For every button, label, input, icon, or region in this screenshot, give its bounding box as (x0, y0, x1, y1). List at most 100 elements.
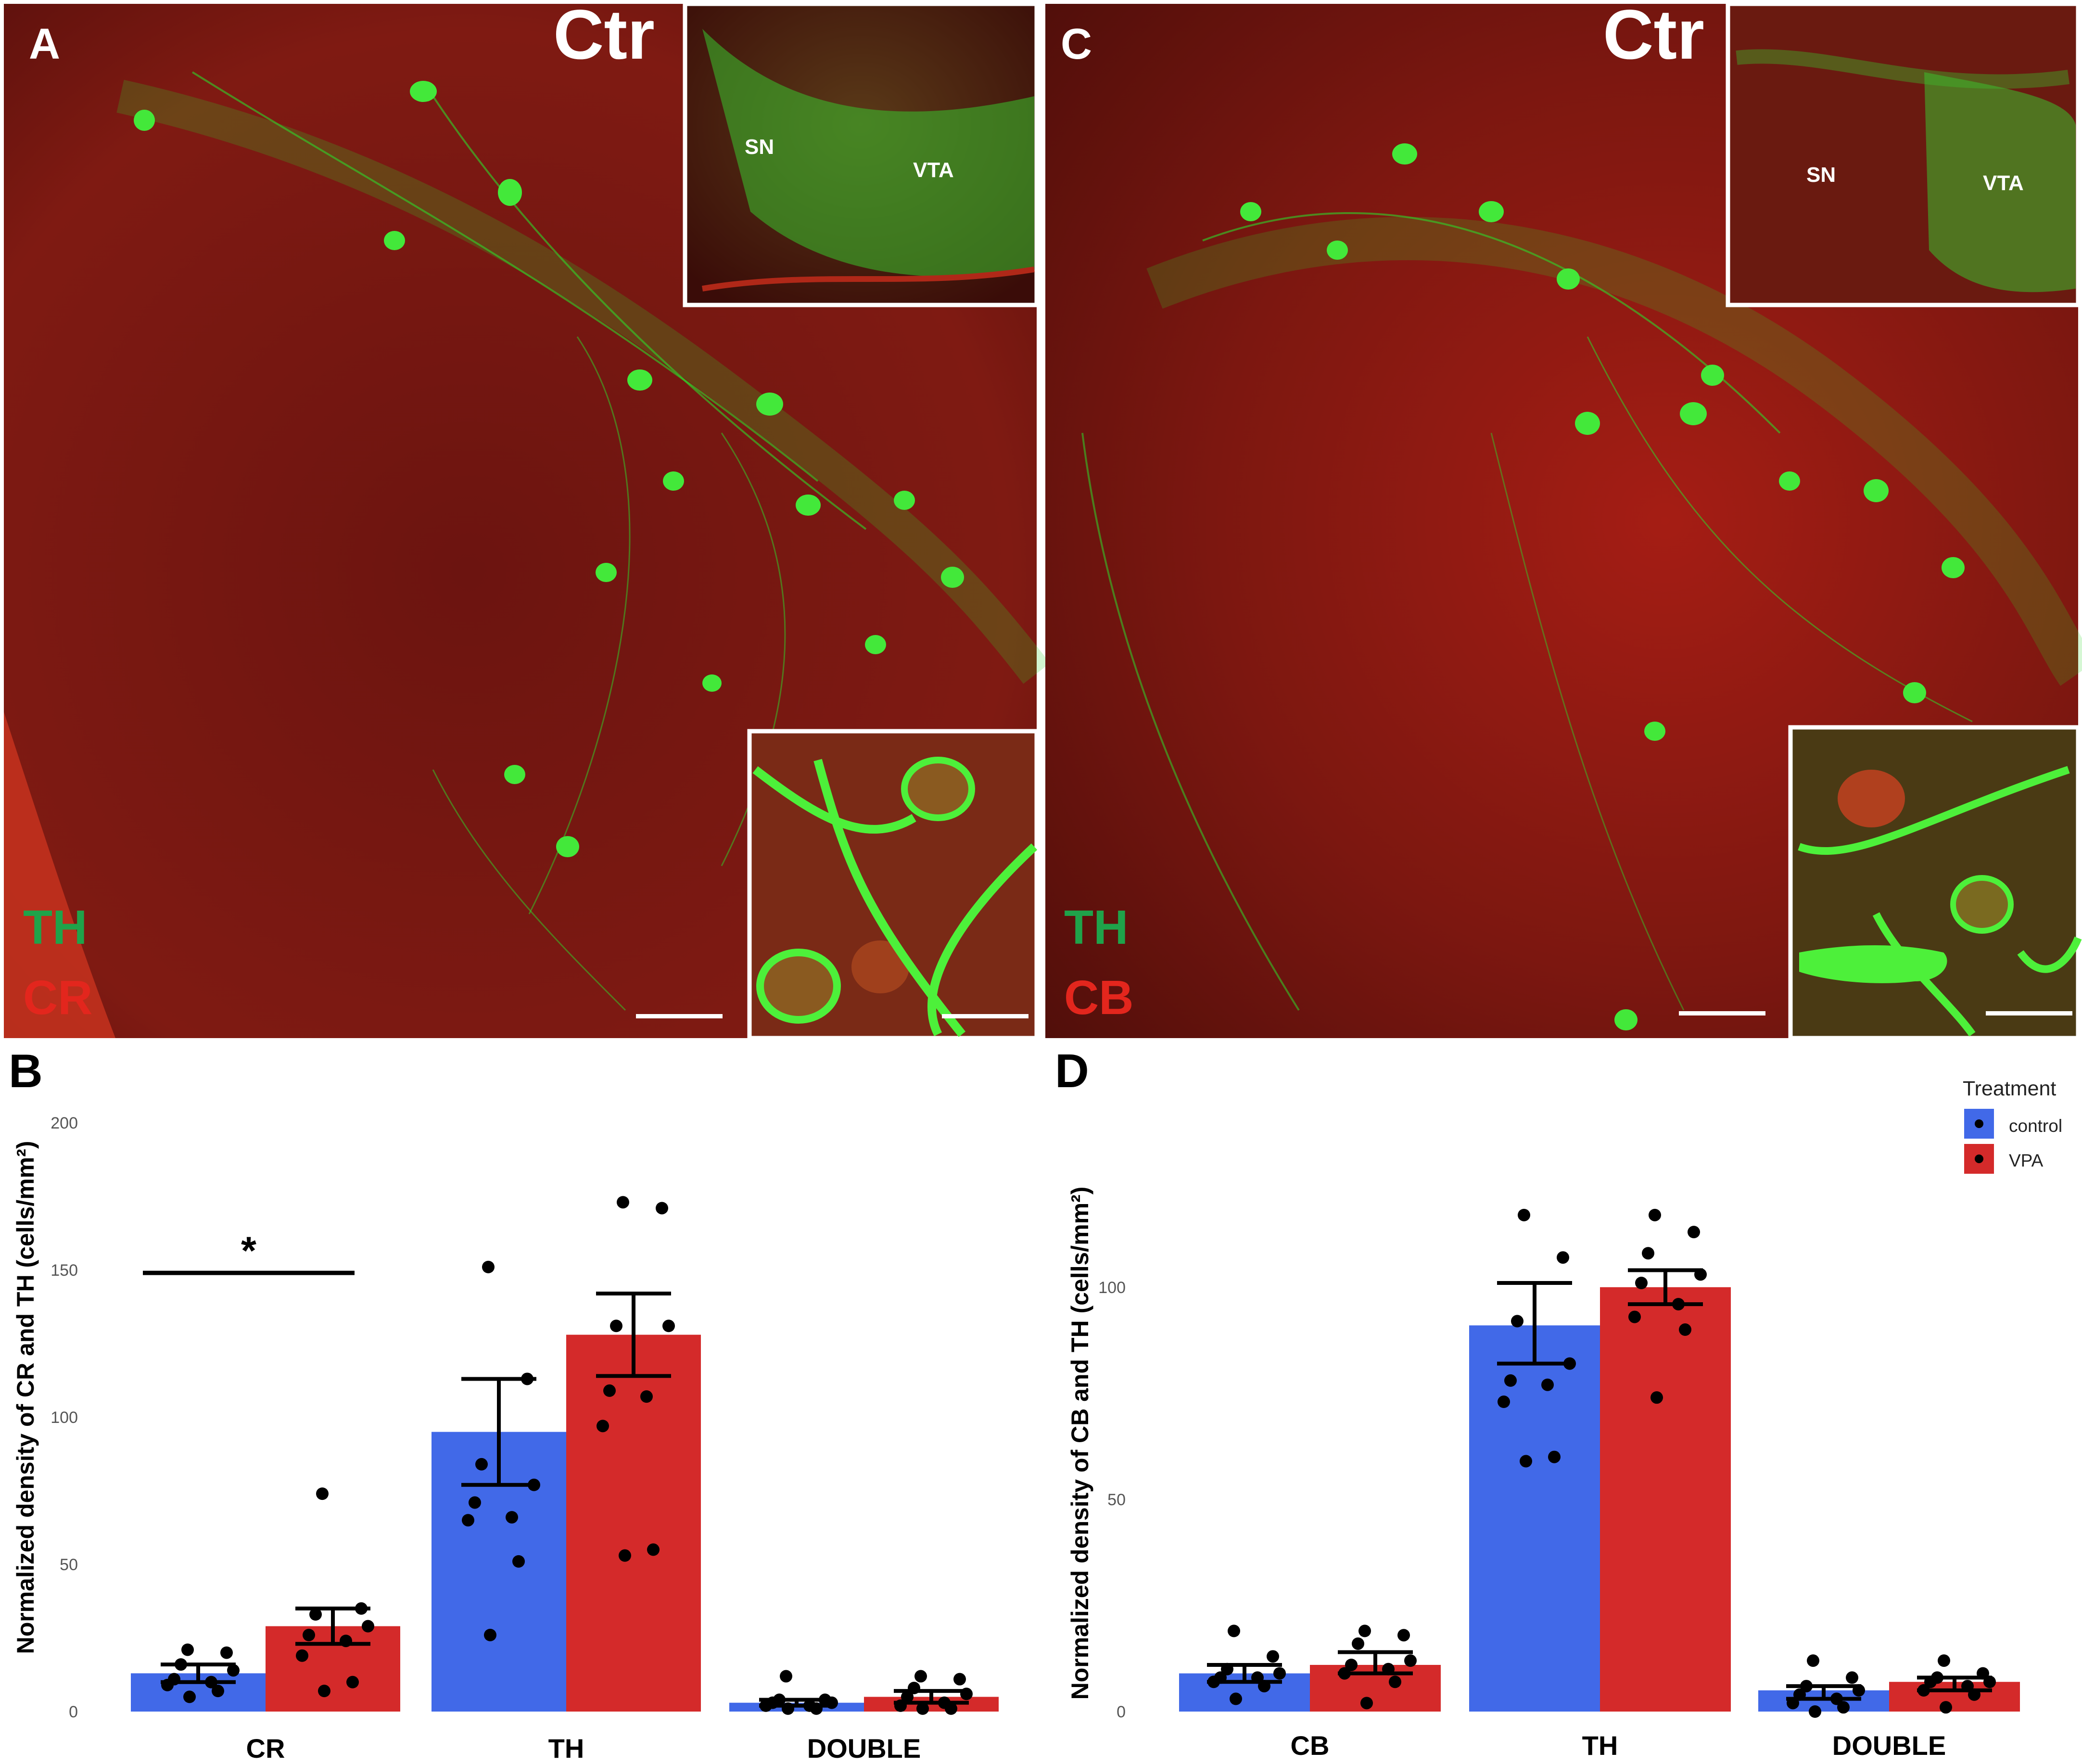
data-point (1830, 1692, 1843, 1705)
data-point (168, 1673, 180, 1686)
panel-a-micrograph: SN VTA A Ctr TH CR (4, 0, 1050, 1041)
data-point (482, 1260, 495, 1273)
y-tick-label: 0 (69, 1703, 78, 1721)
panel-c-micrograph: SN VTA C Ctr TH CB (1045, 0, 2082, 1041)
data-point (597, 1420, 609, 1433)
panel-c-inset-scale-bar (1986, 1011, 2072, 1015)
data-point (1977, 1667, 1989, 1680)
category-label-th: TH (1582, 1730, 1618, 1761)
data-point (316, 1487, 329, 1500)
significance-star: * (241, 1229, 256, 1273)
panel-c-inset-bottom (1788, 725, 2082, 1041)
panel-a-neurons (134, 81, 964, 857)
data-point (916, 1702, 929, 1715)
category-label-cr: CR (246, 1733, 285, 1764)
data-point (1938, 1654, 1950, 1667)
chart-d-letter: D (1055, 1044, 1089, 1097)
data-point (647, 1543, 660, 1556)
data-point (183, 1690, 196, 1703)
data-point (1228, 1624, 1240, 1637)
data-point (803, 1699, 816, 1712)
data-point (1809, 1705, 1821, 1718)
data-point (1688, 1226, 1700, 1239)
chart-d-ylabel: Normalized density of CB and TH (cells/m… (1066, 1187, 1093, 1700)
data-point (1694, 1268, 1707, 1281)
data-point (1672, 1298, 1685, 1311)
panel-a-label-th: TH (23, 901, 87, 954)
panel-a-scale-bar (636, 1014, 723, 1018)
data-point (640, 1390, 653, 1403)
data-point (1650, 1391, 1663, 1404)
legend-label-vpa: VPA (2009, 1151, 2044, 1170)
data-point (309, 1608, 322, 1621)
data-point (1258, 1680, 1270, 1693)
y-tick-label: 150 (51, 1261, 78, 1280)
data-point (1221, 1662, 1233, 1675)
data-point (1628, 1310, 1641, 1323)
data-point (901, 1690, 914, 1703)
legend-label-control: control (2009, 1116, 2062, 1136)
panel-c-letter: C (1061, 20, 1092, 68)
data-point (819, 1693, 831, 1706)
data-point (469, 1496, 481, 1509)
data-point (960, 1688, 973, 1701)
data-point (346, 1675, 359, 1688)
treatment-legend: Treatment control VPA (1963, 1077, 2062, 1174)
panel-a-inset-top: SN VTA (683, 1, 1039, 307)
legend-entry-control: control (1964, 1109, 2062, 1139)
data-point (894, 1699, 907, 1712)
legend-dot-control (1975, 1119, 1983, 1128)
data-point (662, 1320, 675, 1333)
data-point (953, 1673, 966, 1686)
data-point (220, 1646, 233, 1659)
y-tick-label: 100 (1098, 1279, 1126, 1297)
data-point (1389, 1675, 1401, 1688)
data-point (1787, 1697, 1799, 1710)
data-point (610, 1320, 622, 1333)
data-point (205, 1675, 217, 1688)
category-label-cb: CB (1291, 1730, 1330, 1761)
data-point (1498, 1396, 1510, 1409)
panel-a-inset-label-vta: VTA (913, 158, 954, 182)
data-point (1511, 1315, 1523, 1328)
data-point (1358, 1624, 1371, 1637)
data-point (1345, 1658, 1358, 1671)
data-point (362, 1620, 374, 1633)
data-point (506, 1511, 518, 1524)
legend-dot-vpa (1975, 1155, 1983, 1163)
panel-a-letter: A (29, 20, 60, 68)
data-point (227, 1664, 240, 1677)
data-point (355, 1602, 368, 1615)
data-point (296, 1649, 308, 1662)
data-point (1338, 1667, 1351, 1680)
data-point (175, 1658, 187, 1671)
category-label-double: DOUBLE (1832, 1730, 1946, 1761)
y-tick-label: 50 (60, 1556, 78, 1574)
data-point (1793, 1688, 1806, 1701)
y-tick-label: 200 (51, 1114, 78, 1132)
chart-b-letter: B (9, 1044, 43, 1097)
data-point (1563, 1357, 1576, 1370)
data-point (1382, 1662, 1395, 1675)
data-point (1968, 1688, 1980, 1701)
data-point (782, 1702, 794, 1715)
data-point (603, 1384, 616, 1397)
panel-c-inset-label-sn: SN (1806, 163, 1836, 187)
data-point (1214, 1671, 1227, 1684)
data-point (475, 1458, 488, 1471)
data-point (1230, 1692, 1242, 1705)
data-point (938, 1696, 951, 1709)
data-point (1541, 1378, 1554, 1391)
legend-entry-vpa: VPA (1964, 1144, 2044, 1174)
panel-c-neurons (1240, 143, 1965, 1030)
data-point (1267, 1650, 1279, 1663)
data-point (1837, 1701, 1850, 1714)
chart-d: D Normalized density of CB and TH (cells… (1055, 1044, 2020, 1761)
y-tick-label: 0 (1117, 1703, 1126, 1721)
data-point (1846, 1671, 1858, 1684)
panel-c-fiber-band (1146, 216, 2082, 686)
data-point (484, 1628, 496, 1641)
data-point (1679, 1323, 1691, 1336)
panel-a-label-cr: CR (23, 971, 92, 1025)
